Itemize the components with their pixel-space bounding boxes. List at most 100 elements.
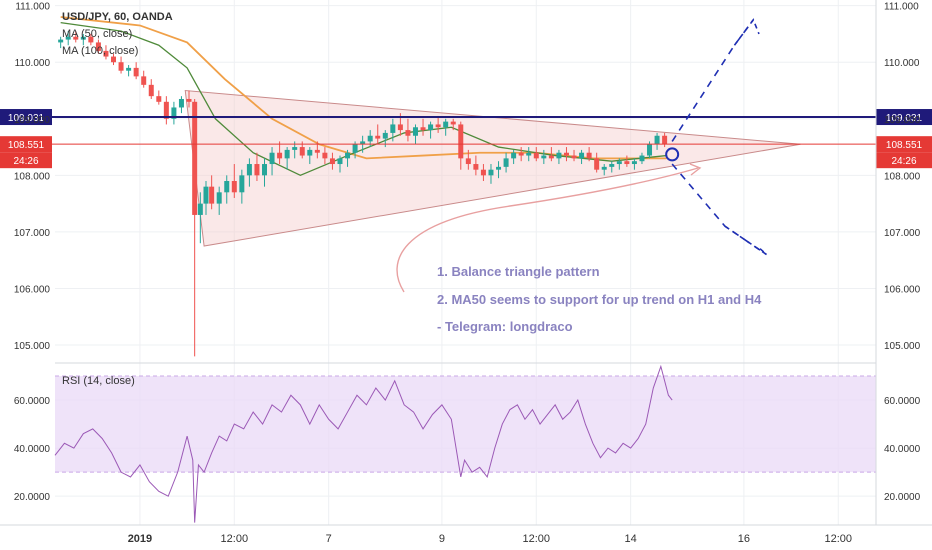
candle-body [111,56,117,63]
candle-body [375,135,381,139]
candle-body [488,169,494,176]
price-tag-left [0,109,52,126]
guide-arrowhead [689,163,702,176]
candle-body [171,107,177,119]
candle-body [246,164,252,176]
note-line-2: 2. MA50 seems to support for up trend on… [437,292,762,307]
candle-body [541,155,547,159]
candle-body [58,39,64,43]
note-line-3: - Telegram: longdraco [437,319,573,334]
candle-body [322,152,328,159]
candle-body [435,124,441,128]
price-tick-right: 111.000 [884,2,919,13]
candle-body [178,98,184,108]
price-tag-label: 109.031 [8,113,45,124]
candle-body [216,192,222,204]
price-tick-left: 108.000 [14,171,51,182]
rsi-tick-right: 60.0000 [884,396,921,407]
candle-body [397,124,403,131]
candle-body [192,101,198,215]
price-tag-label: 109.031 [886,113,923,124]
candle-body [662,135,668,145]
candle-body [624,161,630,165]
candle-body [88,36,94,43]
price-tick-right: 107.000 [884,228,921,239]
countdown-tag [876,152,932,169]
rsi-line [54,364,673,523]
candle-body [465,158,471,165]
projection-up-head [733,18,760,46]
candle-body [337,158,343,165]
price-tick-left: 107.000 [14,228,51,239]
price-tag-label: 108.551 [886,140,923,151]
price-tag-right [876,109,932,126]
time-tick-label: 7 [326,533,332,545]
legend-ma50: MA (50, close) [62,28,132,40]
candle-body [511,152,517,159]
candle-body [95,42,101,51]
candle-body [80,36,86,40]
candle-body [594,158,600,170]
time-tick-label: 12:00 [523,533,551,545]
countdown-label: 24:26 [13,156,38,167]
rsi-tick-right: 40.0000 [884,444,921,455]
candle-body [360,141,366,145]
countdown-label: 24:26 [891,156,916,167]
candle-body [133,67,139,77]
price-tick-left: 109.000 [14,115,51,126]
time-tick-label: 14 [625,533,637,545]
price-tick-right: 109.000 [884,115,921,126]
candle-body [601,166,607,170]
candle-body [579,152,585,159]
price-tag-right [876,136,932,153]
time-tick-label: 9 [439,533,445,545]
candle-body [412,127,418,136]
candle-body [443,121,449,128]
price-tick-left: 105.000 [14,341,51,352]
price-tick-left: 111.000 [15,2,50,13]
candle-body [473,164,479,170]
rsi-series [54,364,673,523]
candle-body [647,144,653,156]
triangle-shape [184,89,801,247]
guide-curve [396,167,699,293]
projection-arrows [665,18,768,256]
candle-body [496,166,502,170]
candle-body [148,84,154,97]
candle-body [156,96,162,102]
projection-down-line [671,163,767,256]
candle-body [299,147,305,156]
time-tick-label: 12:00 [221,533,249,545]
price-tag-label: 108.551 [8,140,45,151]
candle-body [239,175,245,193]
candle-body [352,144,358,153]
candle-body [450,121,456,125]
candle-body [556,152,562,159]
candle-body [73,36,79,40]
candle-body [329,158,335,165]
candle-body [420,127,426,131]
candle-body [616,161,622,165]
candle-body [390,124,396,133]
candle-body [526,152,532,156]
candle-body [548,155,554,159]
annotations: 1. Balance triangle pattern 2. MA50 seems… [396,163,762,334]
candle-body [533,152,539,159]
candle-body [141,76,147,85]
price-tick-right: 108.000 [884,171,921,182]
candle-body [367,135,373,142]
candle-body [284,149,290,159]
candle-body [586,152,592,159]
candle-body [571,155,577,159]
candle-body [65,36,71,40]
projection-up-line [671,19,754,142]
candle-body [126,67,132,71]
candle-body [654,135,660,145]
moving-averages [60,16,667,177]
candle-body [203,186,209,204]
rsi-tick-left: 20.0000 [14,492,51,503]
price-tick-left: 110.000 [15,58,51,69]
candle-body [197,203,203,215]
price-tick-right: 106.000 [884,284,921,295]
